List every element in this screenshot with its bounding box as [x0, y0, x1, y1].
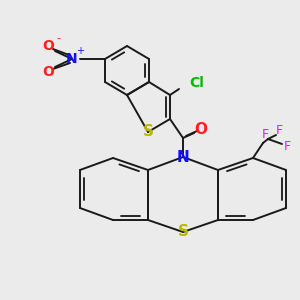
Text: F: F — [261, 128, 268, 142]
Text: O: O — [42, 65, 54, 79]
Text: Cl: Cl — [189, 76, 204, 90]
Text: -: - — [56, 33, 60, 43]
Text: N: N — [66, 52, 78, 66]
Text: S: S — [142, 124, 154, 140]
Text: O: O — [194, 122, 208, 137]
Text: O: O — [42, 39, 54, 53]
Text: S: S — [178, 224, 188, 239]
Text: N: N — [177, 149, 189, 164]
Text: +: + — [76, 46, 84, 56]
Text: F: F — [275, 124, 283, 136]
Text: F: F — [284, 140, 291, 154]
